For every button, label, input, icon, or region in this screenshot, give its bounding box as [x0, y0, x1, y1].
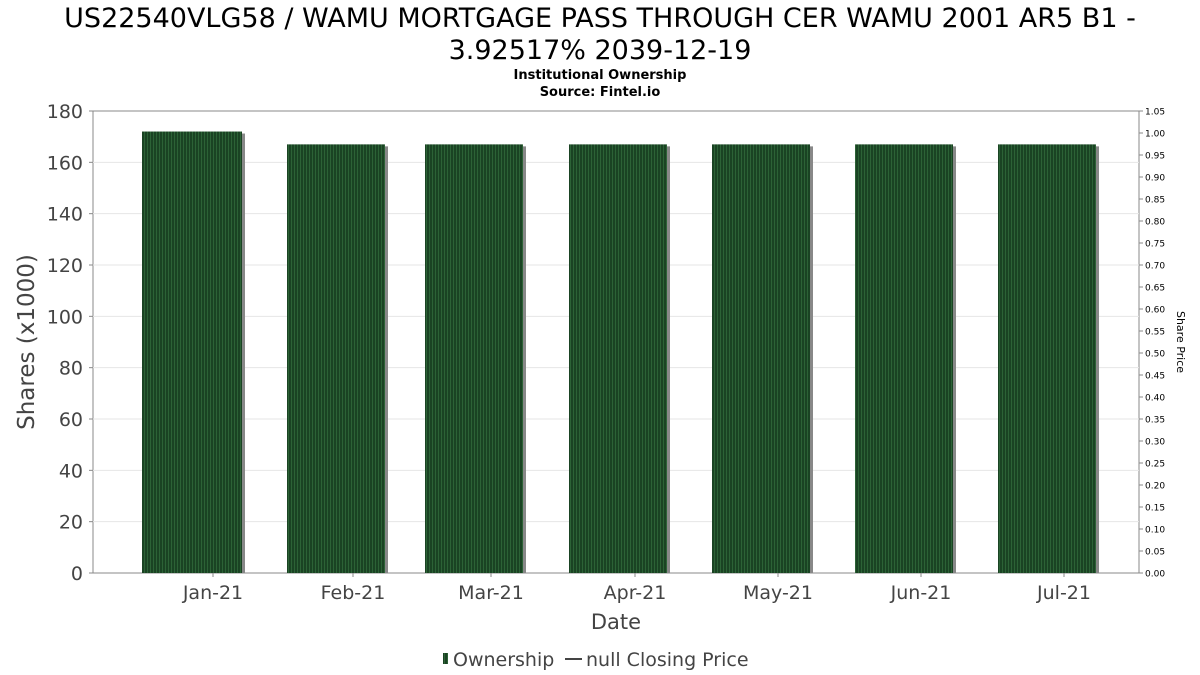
y-axis-label: Shares (x1000): [14, 254, 40, 430]
x-axis-label: Date: [591, 610, 641, 634]
y2-tick-label: 0.40: [1145, 394, 1165, 404]
y2-tick-label: 0.90: [1145, 174, 1165, 184]
y-tick-label: 20: [59, 512, 83, 534]
bar-jan-21: [142, 131, 242, 574]
y2-tick-label: 0.55: [1145, 328, 1165, 338]
bar-series: [142, 131, 1099, 574]
x-axis-ticks: Jan-21 Feb-21 Mar-21 Apr-21 May-21 Jun-21 Jul-…: [182, 573, 1091, 604]
x-tick-label: Jan-21: [182, 582, 243, 604]
x-tick-label: Feb-21: [321, 582, 386, 604]
y-tick-label: 120: [47, 255, 83, 277]
y2-axis-ticks: 0.00 0.05 0.10 0.15 0.20 0.25 0.30 0.35 0.40 0.45…: [1139, 108, 1165, 580]
y-tick-label: 80: [59, 358, 83, 380]
y2-tick-label: 0.60: [1145, 306, 1165, 316]
y-tick-label: 180: [47, 101, 83, 123]
y-tick-label: 160: [47, 152, 83, 174]
y-tick-label: 100: [47, 306, 83, 328]
y2-tick-label: 0.50: [1145, 350, 1165, 360]
x-tick-label: Apr-21: [604, 582, 667, 604]
y2-tick-label: 0.70: [1145, 262, 1165, 272]
y2-tick-label: 0.10: [1145, 526, 1165, 536]
chart-subtitle: Institutional Ownership: [513, 68, 687, 83]
y2-tick-label: 0.05: [1145, 548, 1165, 558]
x-tick-label: Jul-21: [1036, 582, 1091, 604]
x-tick-label: Jun-21: [890, 582, 952, 604]
y-axis-ticks: 0 20 40 60 80 100 120 140 160 180: [47, 101, 93, 585]
legend-swatch-ownership: [443, 653, 448, 664]
y-tick-label: 60: [59, 409, 83, 431]
y2-tick-label: 0.85: [1145, 196, 1165, 206]
bar-jun-21: [855, 144, 953, 573]
y2-tick-label: 0.65: [1145, 284, 1165, 294]
y2-tick-label: 0.75: [1145, 240, 1165, 250]
bar-apr-21: [569, 144, 667, 573]
legend: Ownership null Closing Price: [443, 649, 749, 671]
legend-label-closing-price: null Closing Price: [586, 649, 749, 671]
x-tick-label: Mar-21: [458, 582, 524, 604]
y2-axis-label: Share Price: [1174, 311, 1187, 373]
bar-feb-21: [287, 144, 385, 573]
y2-tick-label: 0.20: [1145, 482, 1165, 492]
y2-tick-label: 1.05: [1145, 108, 1165, 118]
y2-tick-label: 1.00: [1145, 130, 1165, 140]
y2-tick-label: 0.15: [1145, 504, 1165, 514]
chart-title-line2: 3.92517% 2039-12-19: [448, 35, 752, 66]
chart-source: Source: Fintel.io: [539, 85, 661, 100]
y2-tick-label: 0.80: [1145, 218, 1165, 228]
y2-tick-label: 0.30: [1145, 438, 1165, 448]
y-tick-label: 140: [47, 204, 83, 226]
chart-title-line1: US22540VLG58 / WAMU MORTGAGE PASS THROUG…: [64, 3, 1136, 34]
legend-label-ownership: Ownership: [453, 649, 554, 671]
y2-tick-label: 0.00: [1145, 570, 1165, 580]
y-tick-label: 0: [71, 563, 83, 585]
y2-tick-label: 0.35: [1145, 416, 1165, 426]
y-tick-label: 40: [59, 460, 83, 482]
y2-tick-label: 0.45: [1145, 372, 1165, 382]
x-tick-label: May-21: [743, 582, 813, 604]
y2-tick-label: 0.95: [1145, 152, 1165, 162]
y2-tick-label: 0.25: [1145, 460, 1165, 470]
bar-jul-21: [998, 144, 1096, 573]
bar-mar-21: [425, 144, 523, 573]
bar-may-21: [712, 144, 810, 573]
